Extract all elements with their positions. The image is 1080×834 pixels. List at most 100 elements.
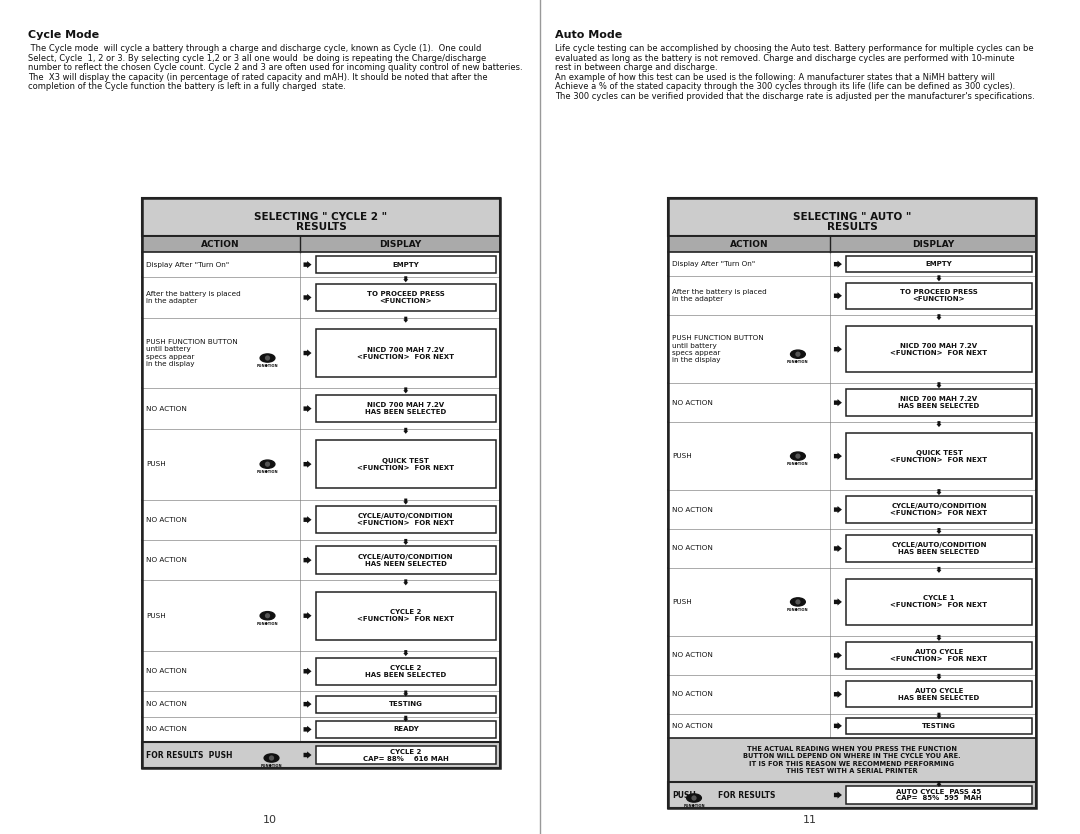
FancyArrow shape: [936, 713, 942, 719]
Text: rest in between charge and discharge.: rest in between charge and discharge.: [555, 63, 717, 72]
Text: QUICK TEST
<FUNCTION>  FOR NEXT: QUICK TEST <FUNCTION> FOR NEXT: [890, 450, 987, 463]
FancyArrow shape: [303, 612, 311, 620]
Circle shape: [269, 756, 274, 761]
FancyBboxPatch shape: [315, 329, 496, 377]
Text: SELECTING " CYCLE 2 ": SELECTING " CYCLE 2 ": [255, 212, 388, 222]
FancyArrow shape: [834, 722, 842, 730]
FancyBboxPatch shape: [315, 440, 496, 488]
Circle shape: [265, 461, 270, 467]
Ellipse shape: [260, 611, 275, 620]
Text: PUSH: PUSH: [672, 599, 692, 605]
FancyArrow shape: [303, 405, 311, 412]
FancyBboxPatch shape: [669, 236, 1036, 252]
Circle shape: [795, 600, 800, 605]
FancyArrow shape: [403, 691, 408, 696]
Ellipse shape: [791, 350, 806, 359]
Text: Cycle Mode: Cycle Mode: [28, 30, 99, 40]
FancyBboxPatch shape: [315, 284, 496, 311]
Text: NO ACTION: NO ACTION: [146, 668, 187, 674]
Text: NO ACTION: NO ACTION: [672, 723, 713, 729]
FancyArrow shape: [834, 453, 842, 460]
Text: CYCLE 2
HAS BEEN SELECTED: CYCLE 2 HAS BEEN SELECTED: [365, 665, 446, 678]
FancyArrow shape: [936, 781, 942, 787]
Text: FUN●TION: FUN●TION: [257, 622, 279, 626]
Text: completion of the Cycle function the battery is left in a fully charged  state.: completion of the Cycle function the bat…: [28, 82, 346, 91]
Text: CYCLE/AUTO/CONDITION
<FUNCTION>  FOR NEXT: CYCLE/AUTO/CONDITION <FUNCTION> FOR NEXT: [890, 503, 987, 516]
FancyBboxPatch shape: [669, 782, 1036, 808]
Circle shape: [265, 355, 270, 360]
Text: ACTION: ACTION: [202, 239, 240, 249]
Text: evaluated as long as the battery is not removed. Charge and discharge cycles are: evaluated as long as the battery is not …: [555, 53, 1014, 63]
FancyBboxPatch shape: [846, 433, 1032, 480]
Text: An example of how this test can be used is the following: A manufacturer states : An example of how this test can be used …: [555, 73, 995, 82]
Ellipse shape: [260, 354, 275, 362]
FancyArrow shape: [936, 635, 942, 641]
Text: NICD 700 MAH 7.2V
HAS BEEN SELECTED: NICD 700 MAH 7.2V HAS BEEN SELECTED: [365, 402, 446, 415]
Text: Display After "Turn On": Display After "Turn On": [672, 261, 755, 267]
Text: FUN●TION: FUN●TION: [787, 608, 809, 612]
Text: NICD 700 MAH 7.2V
HAS BEEN SELECTED: NICD 700 MAH 7.2V HAS BEEN SELECTED: [899, 396, 980, 409]
FancyBboxPatch shape: [315, 657, 496, 685]
FancyArrow shape: [303, 668, 311, 675]
FancyArrow shape: [303, 556, 311, 564]
Text: Life cycle testing can be accomplished by choosing the Auto test. Battery perfor: Life cycle testing can be accomplished b…: [555, 44, 1034, 53]
Text: EMPTY: EMPTY: [926, 261, 953, 267]
Ellipse shape: [791, 452, 806, 460]
Text: RESULTS: RESULTS: [826, 222, 877, 232]
Text: NO ACTION: NO ACTION: [146, 557, 187, 563]
Text: After the battery is placed
in the adapter: After the battery is placed in the adapt…: [672, 289, 767, 303]
FancyArrow shape: [834, 691, 842, 698]
Text: NICD 700 MAH 7.2V
<FUNCTION>  FOR NEXT: NICD 700 MAH 7.2V <FUNCTION> FOR NEXT: [357, 347, 455, 359]
Text: 11: 11: [804, 815, 816, 825]
FancyBboxPatch shape: [315, 256, 496, 274]
Text: FUN●TION: FUN●TION: [787, 462, 809, 466]
FancyArrow shape: [834, 791, 842, 799]
Text: Select, Cycle  1, 2 or 3. By selecting cycle 1,2 or 3 all one would  be doing is: Select, Cycle 1, 2 or 3. By selecting cy…: [28, 53, 486, 63]
FancyBboxPatch shape: [669, 738, 1036, 782]
Text: FOR RESULTS: FOR RESULTS: [718, 791, 775, 800]
Text: TESTING: TESTING: [922, 723, 956, 729]
FancyBboxPatch shape: [846, 642, 1032, 669]
FancyArrow shape: [936, 674, 942, 680]
Text: DISPLAY: DISPLAY: [912, 239, 954, 249]
FancyBboxPatch shape: [846, 283, 1032, 309]
FancyBboxPatch shape: [315, 546, 496, 574]
Text: number to reflect the chosen Cycle count. Cycle 2 and 3 are often used for incom: number to reflect the chosen Cycle count…: [28, 63, 523, 72]
Text: NICD 700 MAH 7.2V
<FUNCTION>  FOR NEXT: NICD 700 MAH 7.2V <FUNCTION> FOR NEXT: [890, 343, 987, 355]
Circle shape: [265, 613, 270, 618]
FancyBboxPatch shape: [846, 579, 1032, 625]
Text: THE ACTUAL READING WHEN YOU PRESS THE FUNCTION
BUTTON WILL DEPEND ON WHERE IN TH: THE ACTUAL READING WHEN YOU PRESS THE FU…: [743, 746, 961, 774]
FancyArrow shape: [403, 387, 408, 394]
Text: Auto Mode: Auto Mode: [555, 30, 622, 40]
Text: AUTO CYCLE  PASS 45
CAP=  85%  595  MAH: AUTO CYCLE PASS 45 CAP= 85% 595 MAH: [896, 788, 982, 801]
FancyArrow shape: [403, 716, 408, 721]
FancyBboxPatch shape: [846, 681, 1032, 707]
FancyBboxPatch shape: [141, 742, 500, 768]
FancyBboxPatch shape: [315, 721, 496, 738]
Ellipse shape: [791, 598, 806, 606]
FancyArrow shape: [834, 545, 842, 552]
Text: FUN●TION: FUN●TION: [787, 360, 809, 364]
Text: NO ACTION: NO ACTION: [672, 506, 713, 513]
Text: PUSH: PUSH: [146, 613, 165, 619]
Text: NO ACTION: NO ACTION: [672, 691, 713, 697]
Text: NO ACTION: NO ACTION: [146, 701, 187, 707]
Circle shape: [795, 454, 800, 459]
Text: TO PROCEED PRESS
<FUNCTION>: TO PROCEED PRESS <FUNCTION>: [367, 291, 445, 304]
FancyArrow shape: [834, 345, 842, 353]
FancyArrow shape: [303, 261, 311, 269]
FancyArrow shape: [936, 489, 942, 495]
FancyArrow shape: [936, 567, 942, 573]
Text: QUICK TEST
<FUNCTION>  FOR NEXT: QUICK TEST <FUNCTION> FOR NEXT: [357, 458, 455, 470]
FancyArrow shape: [303, 349, 311, 357]
FancyArrow shape: [834, 260, 842, 268]
FancyArrow shape: [403, 539, 408, 545]
FancyArrow shape: [403, 499, 408, 505]
FancyBboxPatch shape: [846, 496, 1032, 523]
FancyBboxPatch shape: [315, 506, 496, 534]
Text: CYCLE 1
<FUNCTION>  FOR NEXT: CYCLE 1 <FUNCTION> FOR NEXT: [890, 595, 987, 609]
FancyArrow shape: [403, 317, 408, 323]
FancyArrow shape: [303, 460, 311, 468]
FancyArrow shape: [303, 726, 311, 733]
Text: CYCLE/AUTO/CONDITION
<FUNCTION>  FOR NEXT: CYCLE/AUTO/CONDITION <FUNCTION> FOR NEXT: [357, 513, 455, 526]
